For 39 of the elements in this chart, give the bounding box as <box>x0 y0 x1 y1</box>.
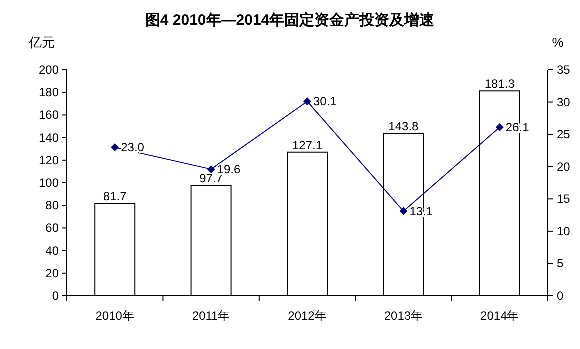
data-label: 23.0 <box>121 140 145 154</box>
x-tick-label: 2012年 <box>288 309 327 323</box>
y2-axis-title: % <box>552 35 564 50</box>
point <box>400 207 408 216</box>
point <box>496 123 504 132</box>
y2-tick-label: 10 <box>557 224 571 238</box>
y2-tick-label: 30 <box>557 95 571 110</box>
y-tick-label: 80 <box>46 198 60 213</box>
data-label: 81.7 <box>103 190 128 204</box>
point <box>207 165 216 174</box>
y-tick-label: 120 <box>38 153 60 168</box>
y2-tick-label: 25 <box>557 128 571 142</box>
y2-tick-label: 35 <box>557 63 571 77</box>
x-tick-label: 2011年 <box>192 309 230 323</box>
y-axis-title: 亿元 <box>28 35 55 50</box>
y-tick-label: 0 <box>52 289 60 303</box>
point <box>111 143 120 152</box>
point <box>304 98 312 106</box>
data-label: 19.6 <box>217 162 241 176</box>
data-label: 127.1 <box>292 138 323 152</box>
y2-tick-label: 20 <box>557 160 571 174</box>
chart-title: 图4 2010年—2014年固定资金产投资及增速 <box>145 11 436 29</box>
y2-tick-label: 0 <box>557 289 564 303</box>
y2-tick-label: 15 <box>557 192 571 206</box>
data-label: 30.1 <box>314 94 338 109</box>
y-tick-label: 160 <box>38 108 60 122</box>
y2-tick-label: 5 <box>557 256 564 271</box>
x-tick-label: 2010年 <box>96 309 134 323</box>
x-tick-label: 2014年 <box>480 309 520 323</box>
y-tick-label: 20 <box>46 266 60 280</box>
y-tick-label: 100 <box>38 176 60 190</box>
y-tick-label: 40 <box>46 244 60 258</box>
x-tick-label: 2013年 <box>384 309 424 323</box>
y-tick-label: 180 <box>38 86 60 100</box>
y-tick-label: 140 <box>38 130 60 145</box>
data-label: 143.8 <box>388 120 420 134</box>
data-label: 181.3 <box>484 77 516 92</box>
y-tick-label: 60 <box>46 221 60 236</box>
y-tick-label: 200 <box>38 63 60 77</box>
